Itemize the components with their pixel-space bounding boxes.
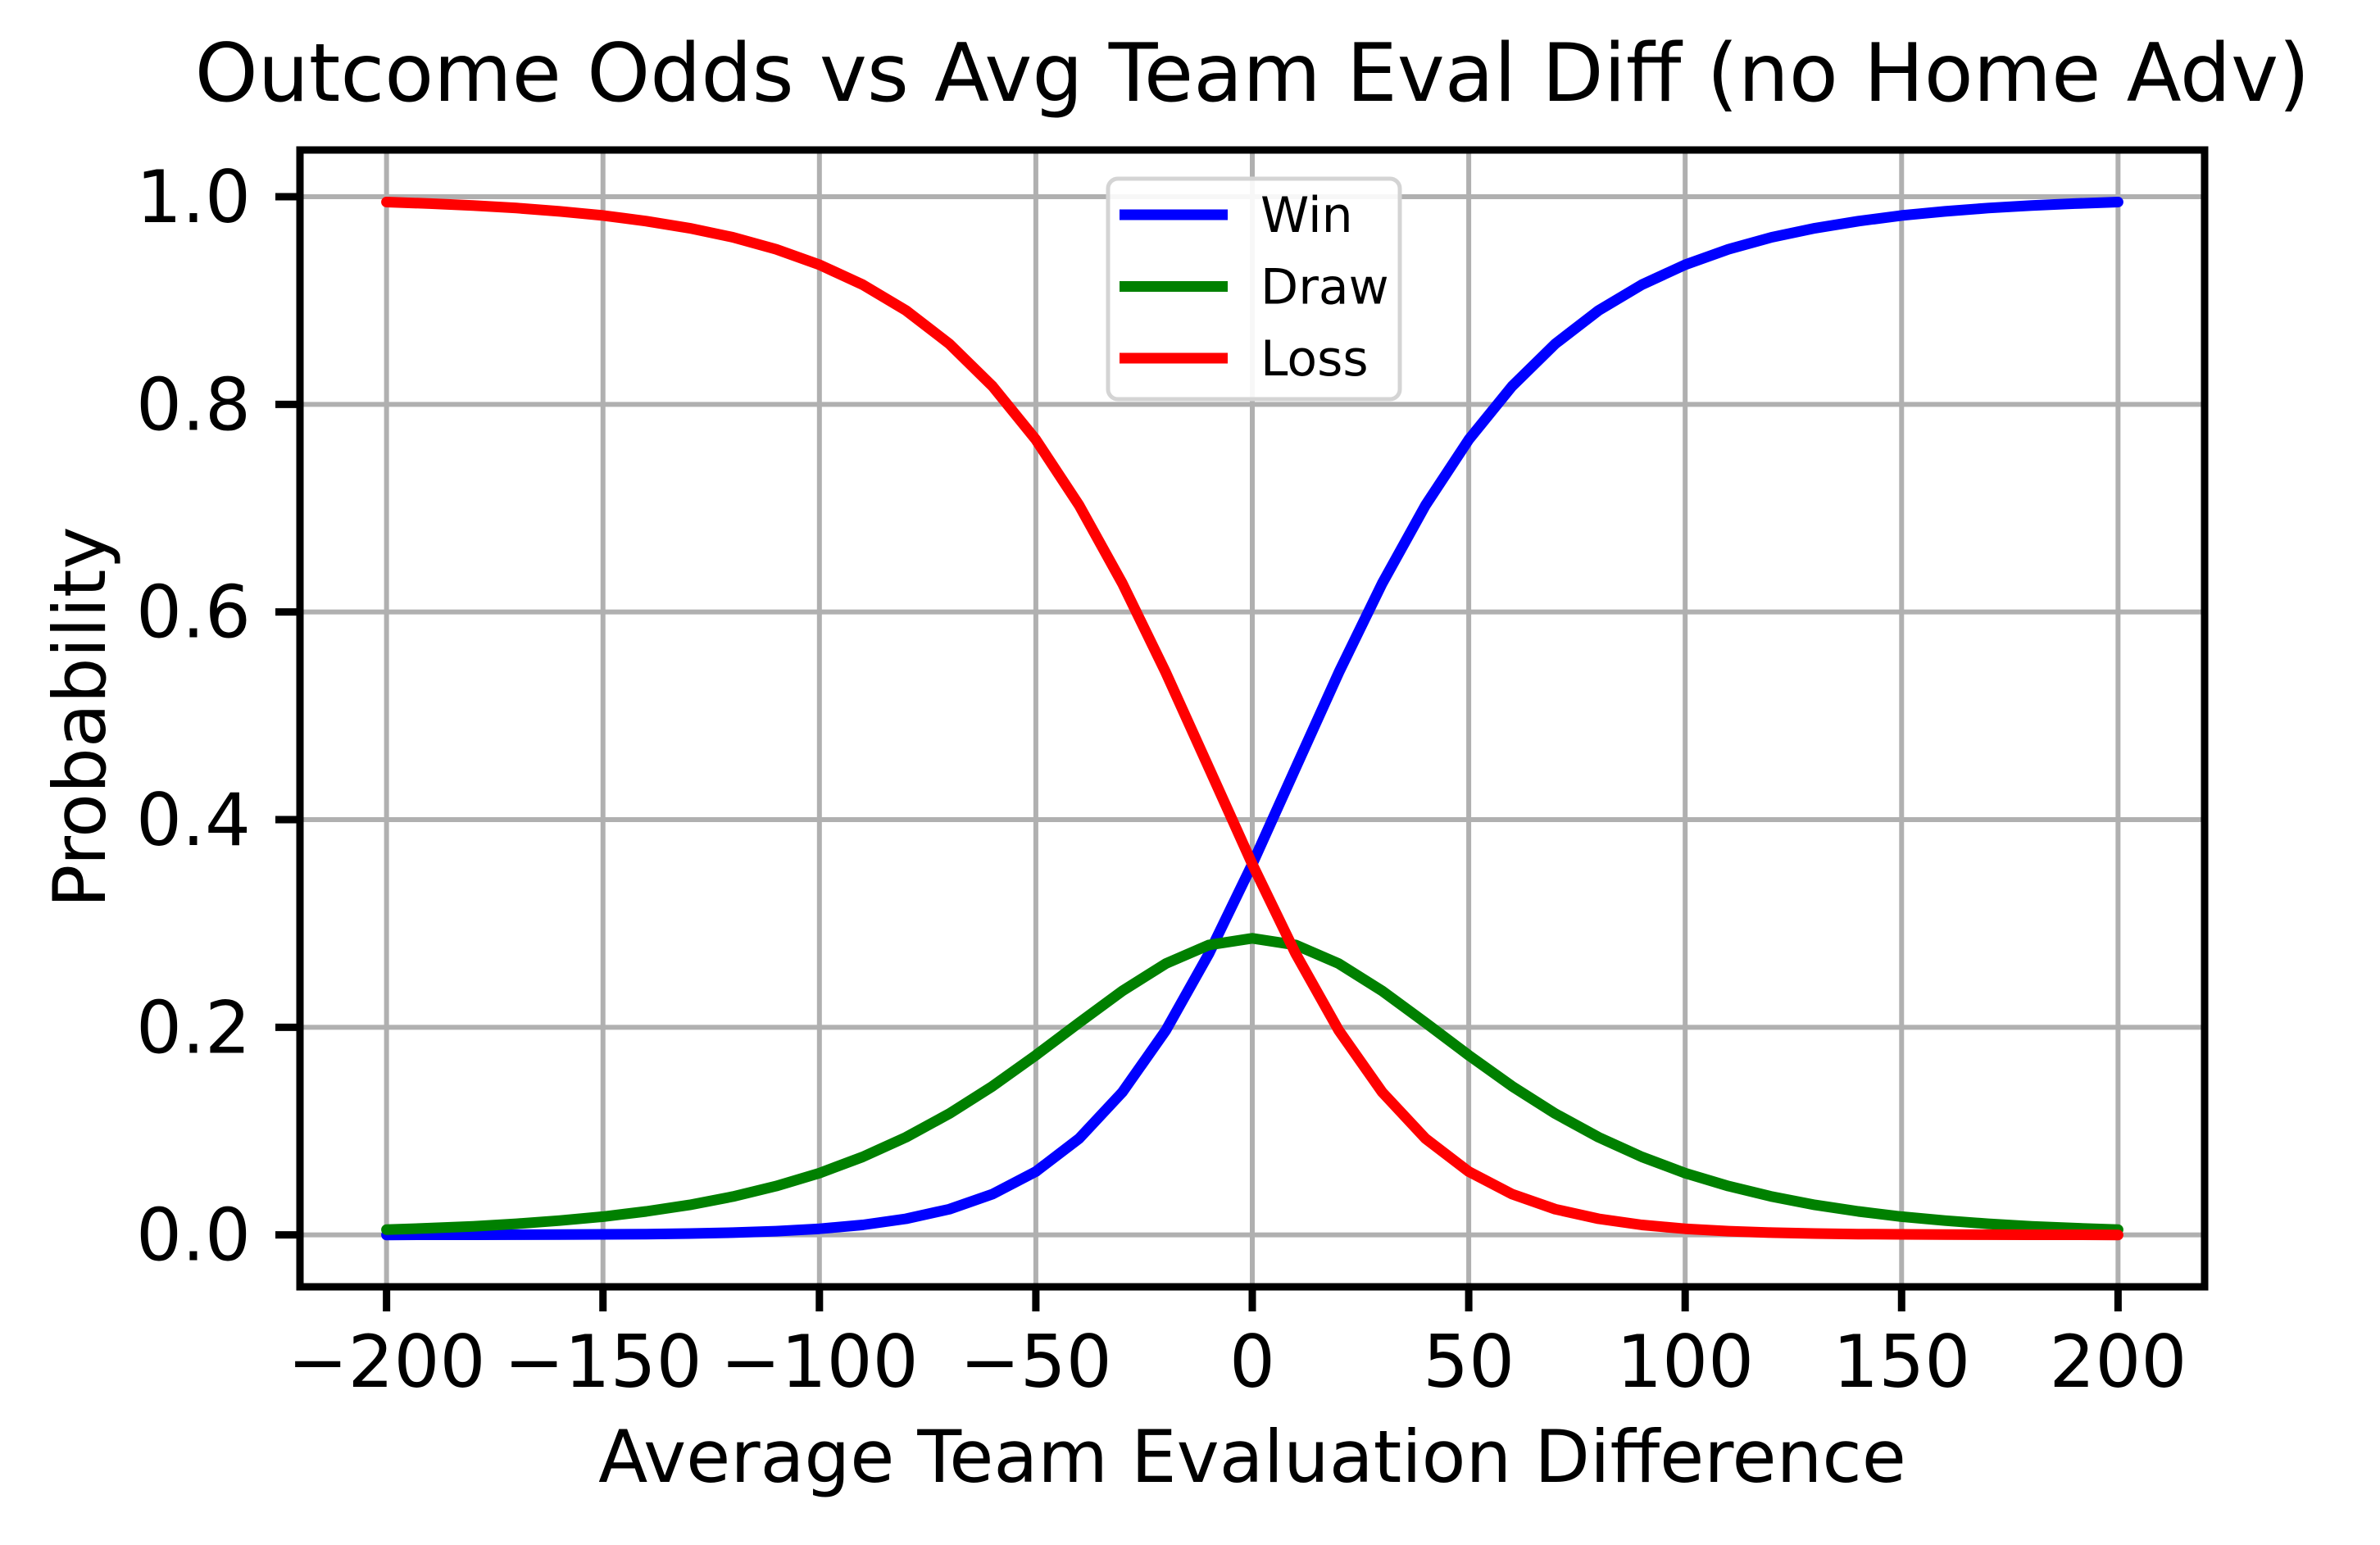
y-tick-label: 0.4 — [136, 778, 251, 862]
tick-labels: −200 −150 −100 −50 0 50 100 150 200 0.0 0.2 0.4 0.6 0… — [136, 155, 2187, 1404]
legend: Win Draw Loss — [1106, 176, 1402, 402]
loss-line — [381, 197, 2123, 1241]
axis-ticks — [275, 193, 2122, 1311]
legend-label-draw: Draw — [1260, 259, 1389, 316]
legend-label-loss: Loss — [1260, 330, 1369, 388]
y-tick-label: 0.6 — [136, 570, 251, 655]
y-tick-label: 1.0 — [136, 155, 251, 239]
x-tick-label: 200 — [2049, 1320, 2187, 1404]
x-tick-label: 50 — [1423, 1320, 1515, 1404]
legend-box — [1106, 176, 1402, 402]
curves — [381, 197, 2123, 1241]
y-axis-label: Probability — [38, 526, 122, 907]
chart-title: Outcome Odds vs Avg Team Eval Diff (no H… — [195, 27, 2310, 120]
y-tick-label: 0.2 — [136, 985, 251, 1070]
x-tick-label: −200 — [288, 1320, 486, 1404]
x-axis-label: Average Team Evaluation Difference — [598, 1415, 1906, 1499]
x-tick-label: 100 — [1616, 1320, 1754, 1404]
y-tick-label: 0.0 — [136, 1193, 251, 1278]
y-tick-label: 0.8 — [136, 362, 251, 447]
x-tick-label: −50 — [960, 1320, 1112, 1404]
x-tick-label: −100 — [720, 1320, 919, 1404]
x-tick-label: 0 — [1229, 1320, 1275, 1404]
x-tick-label: 150 — [1833, 1320, 1970, 1404]
x-tick-label: −150 — [504, 1320, 702, 1404]
draw-line — [381, 933, 2123, 1235]
legend-label-win: Win — [1260, 187, 1353, 244]
